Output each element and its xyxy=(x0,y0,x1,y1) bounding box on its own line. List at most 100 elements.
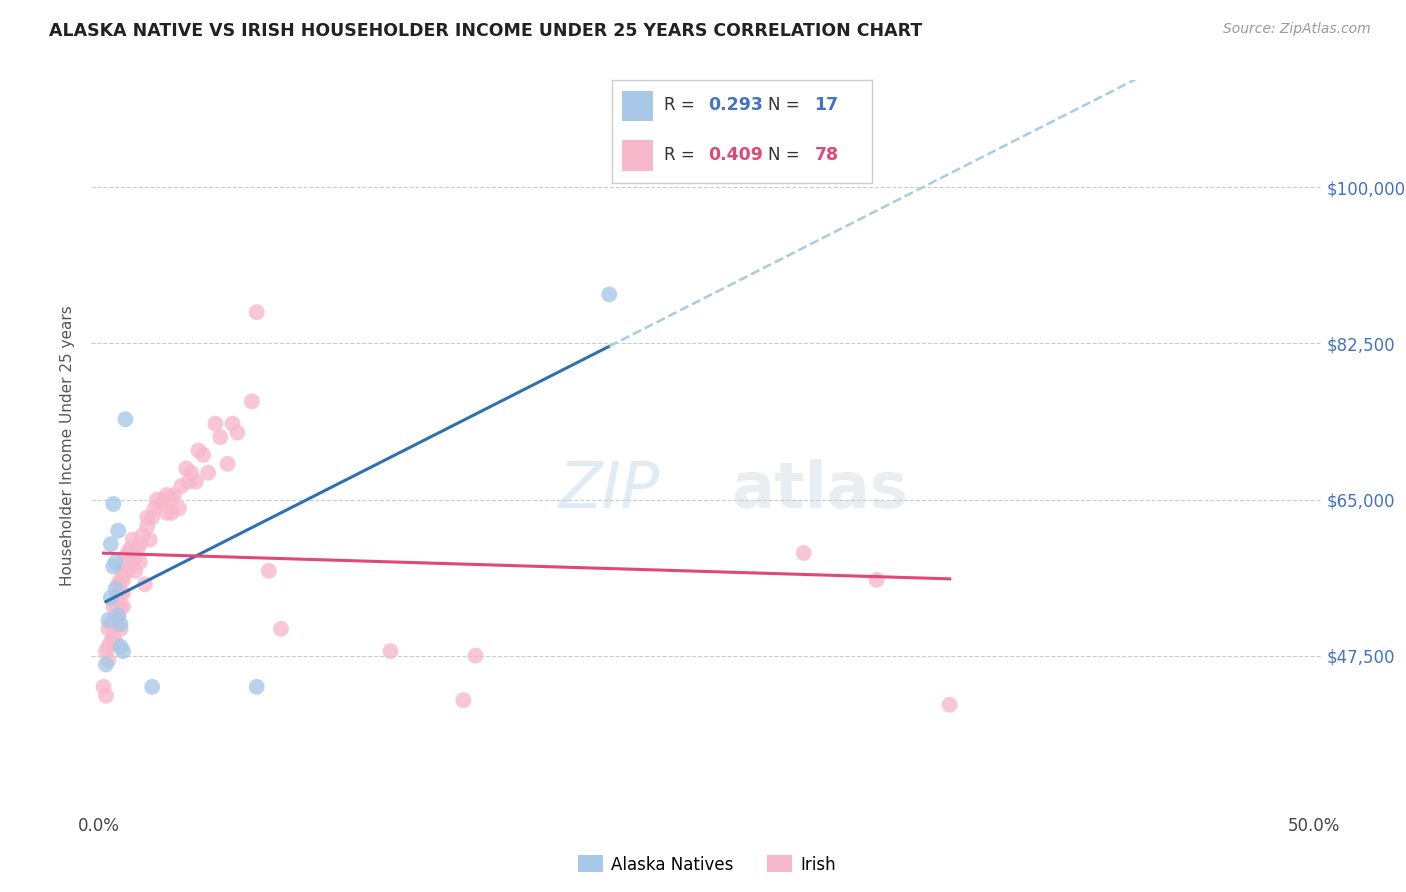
Point xyxy=(107,577,129,591)
Point xyxy=(129,537,152,551)
Point xyxy=(111,599,134,614)
Text: R =: R = xyxy=(664,96,700,114)
Point xyxy=(217,457,239,471)
Point xyxy=(221,417,243,431)
Point xyxy=(257,564,280,578)
Point xyxy=(104,635,127,649)
Text: 0.293: 0.293 xyxy=(707,96,762,114)
Point xyxy=(103,497,125,511)
Point xyxy=(163,488,186,502)
Point xyxy=(100,617,122,632)
Point xyxy=(246,305,269,319)
Point xyxy=(121,533,143,547)
Point xyxy=(598,287,620,301)
Point xyxy=(174,461,197,475)
Point xyxy=(94,657,117,672)
Point xyxy=(107,608,129,623)
Point xyxy=(100,537,122,551)
Point xyxy=(114,550,136,565)
Point xyxy=(129,555,152,569)
Point xyxy=(121,550,143,565)
Point xyxy=(204,417,226,431)
Point xyxy=(193,448,215,462)
Point xyxy=(124,564,146,578)
Point xyxy=(93,680,115,694)
Point xyxy=(131,528,153,542)
Text: 0.409: 0.409 xyxy=(707,145,762,163)
Point xyxy=(104,617,127,632)
Point xyxy=(141,510,163,524)
Point xyxy=(156,506,179,520)
Point xyxy=(141,680,163,694)
Point xyxy=(97,622,120,636)
Point xyxy=(100,635,122,649)
Point xyxy=(110,622,132,636)
Point xyxy=(170,479,193,493)
Text: R =: R = xyxy=(664,145,700,163)
Point xyxy=(187,443,209,458)
Point xyxy=(103,599,125,614)
Point xyxy=(464,648,486,663)
Point xyxy=(226,425,249,440)
Bar xyxy=(621,91,654,121)
Y-axis label: Householder Income Under 25 years: Householder Income Under 25 years xyxy=(60,306,76,586)
Point xyxy=(104,582,127,596)
Text: N =: N = xyxy=(768,145,804,163)
Point xyxy=(180,466,202,480)
Point xyxy=(107,524,129,538)
Point xyxy=(134,577,156,591)
Point xyxy=(270,622,292,636)
Text: 78: 78 xyxy=(814,145,838,163)
Point xyxy=(110,586,132,600)
Point xyxy=(160,506,183,520)
Point xyxy=(110,617,132,632)
Point xyxy=(127,541,149,556)
Point xyxy=(380,644,402,658)
Point xyxy=(150,497,173,511)
Point xyxy=(139,533,162,547)
Point xyxy=(103,617,125,632)
Legend: Alaska Natives, Irish: Alaska Natives, Irish xyxy=(571,848,842,880)
Point xyxy=(94,689,117,703)
Point xyxy=(103,631,125,645)
Point xyxy=(177,475,200,489)
Point xyxy=(136,519,159,533)
Text: ALASKA NATIVE VS IRISH HOUSEHOLDER INCOME UNDER 25 YEARS CORRELATION CHART: ALASKA NATIVE VS IRISH HOUSEHOLDER INCOM… xyxy=(49,22,922,40)
Point xyxy=(209,430,232,444)
Point xyxy=(110,599,132,614)
Point xyxy=(120,559,142,574)
Bar xyxy=(621,140,654,170)
Point xyxy=(103,559,125,574)
Point xyxy=(246,680,269,694)
Text: Source: ZipAtlas.com: Source: ZipAtlas.com xyxy=(1223,22,1371,37)
Point xyxy=(453,693,475,707)
Point xyxy=(111,573,134,587)
Point xyxy=(104,608,127,623)
Point xyxy=(143,501,166,516)
Point xyxy=(104,555,127,569)
Point xyxy=(117,546,139,560)
Point xyxy=(94,644,117,658)
Point xyxy=(124,550,146,565)
Point xyxy=(97,613,120,627)
Point xyxy=(938,698,960,712)
Point xyxy=(184,475,207,489)
Point xyxy=(153,492,176,507)
Point xyxy=(110,573,132,587)
Text: N =: N = xyxy=(768,96,804,114)
Point xyxy=(117,564,139,578)
Point xyxy=(114,564,136,578)
Point xyxy=(156,488,179,502)
Point xyxy=(197,466,219,480)
Point xyxy=(97,653,120,667)
Point xyxy=(167,501,190,516)
Point xyxy=(104,595,127,609)
Point xyxy=(107,608,129,623)
Point xyxy=(136,510,159,524)
Point xyxy=(111,644,134,658)
Point xyxy=(146,492,169,507)
Text: ZIP: ZIP xyxy=(558,458,659,521)
Text: atlas: atlas xyxy=(731,458,908,521)
Point xyxy=(866,573,889,587)
Point xyxy=(100,591,122,605)
